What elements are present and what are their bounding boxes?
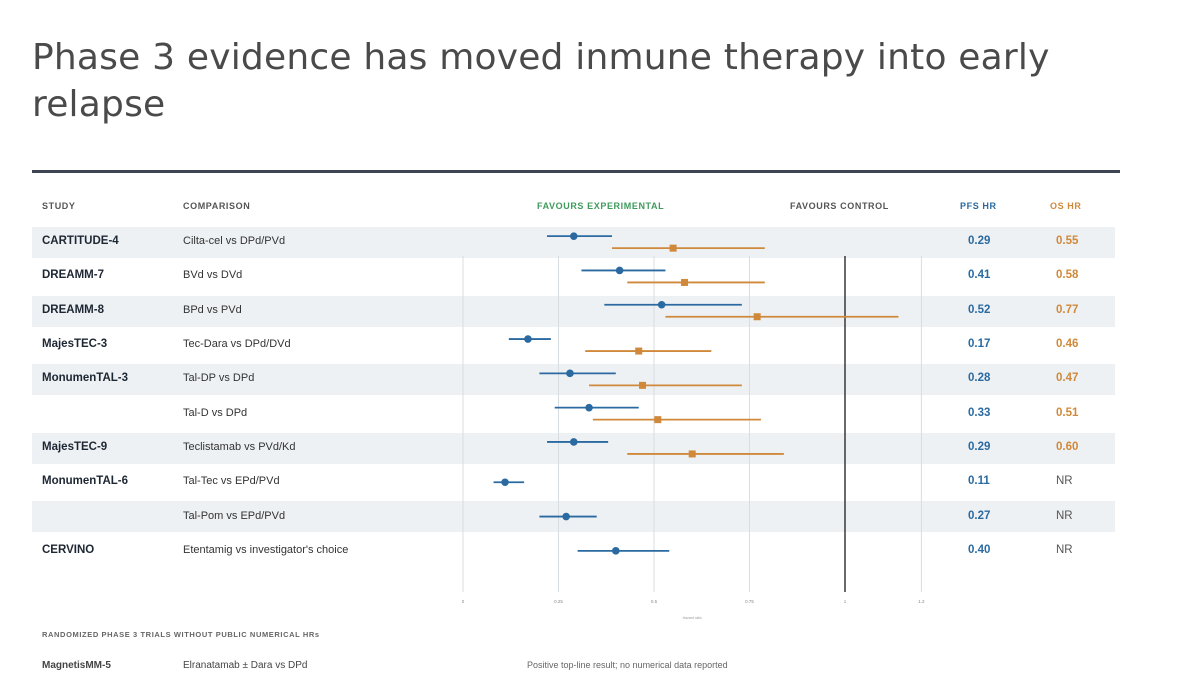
os-hr-value: 0.46 (1056, 338, 1079, 351)
x-tick-label: 0 (462, 599, 465, 604)
x-tick-label: 0.5 (651, 599, 658, 604)
comparison-label: Etentamig vs investigator's choice (183, 543, 349, 556)
comparison-label: Tal-Tec vs EPd/PVd (183, 475, 280, 488)
comparison-label: Teclistamab vs PVd/Kd (183, 440, 296, 453)
pfs-point (501, 478, 509, 487)
os-point (669, 244, 677, 252)
title-divider (32, 170, 1120, 173)
pfs-point (524, 335, 532, 343)
pfs-point (657, 300, 666, 309)
x-axis-label: Hazard ratio (683, 616, 702, 620)
os-point (654, 416, 662, 424)
pfs-point (569, 438, 578, 446)
pfs-hr-value: 0.11 (968, 475, 990, 488)
pfs-point (585, 403, 593, 412)
os-point (681, 278, 689, 286)
x-tick-label: 0.25 (554, 599, 563, 604)
os-hr-value: 0.51 (1056, 406, 1079, 419)
os-point (753, 313, 761, 321)
header-favours-control: FAVOURS CONTROL (790, 201, 889, 211)
footer-comparison: Elranatamab ± Dara vs DPd (183, 660, 308, 671)
os-hr-value: 0.77 (1056, 303, 1079, 316)
comparison-label: BPd vs PVd (183, 303, 242, 316)
footer-heading: RANDOMIZED PHASE 3 TRIALS WITHOUT PUBLIC… (42, 630, 320, 639)
x-tick-label: 0.75 (745, 599, 754, 604)
os-point (639, 381, 647, 389)
header-os-hr: OS HR (1050, 201, 1082, 211)
pfs-point (562, 512, 570, 521)
row-band (32, 432, 1115, 464)
slide-title: Phase 3 evidence has moved inmune therap… (32, 37, 1050, 125)
os-hr-value: NR (1056, 543, 1073, 556)
study-name: MajesTEC-3 (42, 338, 108, 351)
study-name: DREAMM-7 (42, 269, 104, 282)
comparison-label: Cilta-cel vs DPd/PVd (183, 235, 286, 248)
pfs-hr-value: 0.28 (968, 372, 991, 385)
comparison-label: Tal-DP vs DPd (183, 372, 255, 385)
pfs-hr-value: 0.29 (968, 235, 991, 248)
row-band (32, 227, 1115, 258)
row-band (32, 295, 1115, 327)
pfs-point (615, 266, 624, 275)
os-hr-value: 0.58 (1056, 269, 1079, 282)
study-name: MonumenTAL-3 (42, 372, 129, 385)
header-comparison: COMPARISON (183, 201, 251, 211)
header-pfs-hr: PFS HR (960, 201, 997, 211)
header-favours-experimental: FAVOURS EXPERIMENTAL (537, 201, 665, 211)
footer-note: Positive top-line result; no numerical d… (527, 660, 728, 670)
footer-study: MagnetisMM-5 (42, 660, 111, 671)
comparison-label: Tec-Dara vs DPd/DVd (183, 338, 291, 351)
pfs-point (566, 369, 574, 378)
row-band (32, 364, 1115, 396)
os-hr-value: NR (1056, 509, 1073, 522)
study-name: MonumenTAL-6 (42, 475, 129, 488)
os-hr-value: 0.60 (1056, 440, 1079, 453)
os-hr-value: 0.55 (1056, 235, 1079, 248)
pfs-hr-value: 0.29 (968, 440, 991, 453)
pfs-point (569, 232, 578, 240)
pfs-hr-value: 0.33 (968, 406, 991, 419)
os-point (688, 450, 696, 458)
pfs-hr-value: 0.40 (968, 543, 991, 556)
x-tick-label: 1 (844, 599, 847, 604)
comparison-label: BVd vs DVd (183, 269, 243, 282)
os-hr-value: 0.47 (1056, 372, 1079, 385)
pfs-hr-value: 0.27 (968, 509, 991, 522)
pfs-point (612, 547, 620, 555)
study-name: CERVINO (42, 543, 95, 556)
comparison-label: Tal-Pom vs EPd/PVd (183, 509, 286, 522)
x-tick-label: 1.2 (918, 599, 925, 604)
pfs-hr-value: 0.17 (968, 338, 991, 351)
os-point (635, 347, 643, 355)
comparison-label: Tal-D vs DPd (183, 406, 248, 419)
os-hr-value: NR (1056, 475, 1073, 488)
study-name: CARTITUDE-4 (42, 235, 119, 248)
study-name: MajesTEC-9 (42, 440, 108, 453)
study-name: DREAMM-8 (42, 303, 104, 316)
pfs-hr-value: 0.52 (968, 303, 991, 316)
header-study: STUDY (42, 201, 76, 211)
pfs-hr-value: 0.41 (968, 269, 991, 282)
